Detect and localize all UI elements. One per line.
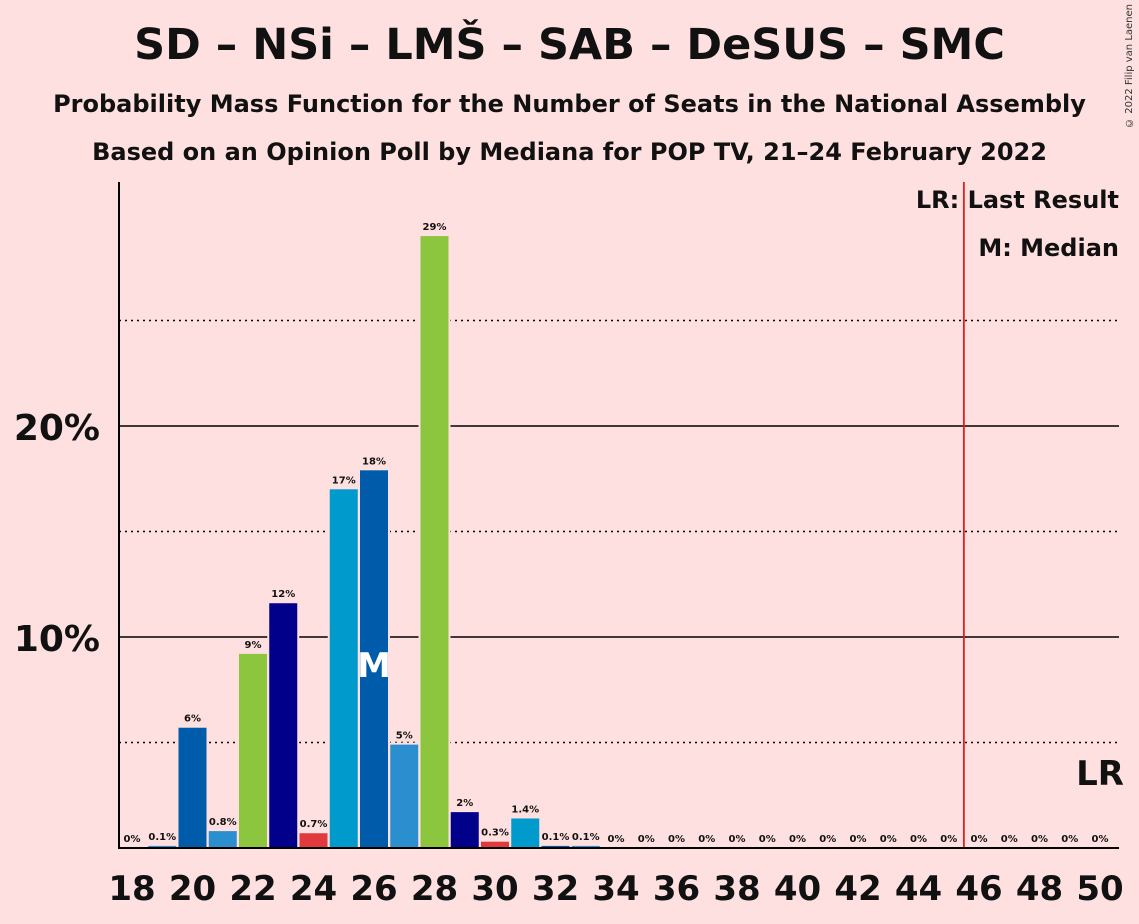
x-tick-label: 18 <box>108 869 155 909</box>
bar-value-label: 2% <box>456 798 473 809</box>
bar-seat-30 <box>481 841 509 848</box>
last-result-marker: LR <box>1076 754 1124 794</box>
median-marker: M <box>357 646 391 686</box>
x-tick-label: 24 <box>290 869 337 909</box>
bar-seat-27 <box>390 744 419 848</box>
bar-value-label: 0% <box>789 834 806 845</box>
x-tick-label: 44 <box>895 869 942 909</box>
bar-value-label: 0.1% <box>572 832 600 843</box>
bar-seat-23 <box>269 603 298 848</box>
bar-value-label: 0.1% <box>148 832 176 843</box>
x-tick-label: 40 <box>774 869 821 909</box>
x-tick-label: 22 <box>229 869 276 909</box>
x-tick-label: 36 <box>653 869 700 909</box>
bar-seat-21 <box>208 831 237 848</box>
x-tick-label: 38 <box>713 869 760 909</box>
bar-value-label: 0% <box>910 834 927 845</box>
bar-value-label: 0.8% <box>209 817 237 828</box>
bar-value-label: 1.4% <box>511 804 539 815</box>
bar-value-label: 0% <box>1092 834 1109 845</box>
bar-seat-20 <box>178 727 207 848</box>
bar-value-label: 12% <box>271 589 295 600</box>
legend-median: M: Median <box>978 234 1119 262</box>
bar-seat-24 <box>299 833 328 848</box>
x-tick-label: 50 <box>1076 869 1123 909</box>
legend-last-result: LR: Last Result <box>915 186 1119 214</box>
bar-seat-19 <box>148 845 177 848</box>
bar-value-label: 0% <box>1001 834 1018 845</box>
bar-value-label: 0% <box>668 834 685 845</box>
bar-value-label: 0% <box>1061 834 1078 845</box>
chart-source: Based on an Opinion Poll by Mediana for … <box>92 138 1047 166</box>
y-tick-label: 10% <box>14 619 100 660</box>
bar-value-label: 17% <box>332 475 356 486</box>
bar-value-label: 0% <box>759 834 776 845</box>
y-tick-label: 20% <box>14 408 100 449</box>
x-tick-label: 26 <box>350 869 397 909</box>
bar-seat-31 <box>511 818 540 848</box>
bar-value-label: 0.1% <box>542 832 570 843</box>
x-tick-label: 48 <box>1016 869 1063 909</box>
bar-value-label: 0% <box>819 834 836 845</box>
bar-value-label: 0.3% <box>481 828 509 839</box>
x-tick-label: 30 <box>471 869 518 909</box>
bar-seat-22 <box>239 653 267 848</box>
chart-subtitle: Probability Mass Function for the Number… <box>53 90 1086 118</box>
x-tick-label: 34 <box>592 869 639 909</box>
bar-seat-25 <box>329 489 358 848</box>
bar-seat-28 <box>420 236 449 849</box>
bar-value-label: 0% <box>971 834 988 845</box>
bar-value-label: 29% <box>423 222 447 233</box>
bar-value-label: 0% <box>608 834 625 845</box>
bar-value-label: 0% <box>940 834 957 845</box>
chart-title: SD – NSi – LMŠ – SAB – DeSUS – SMC <box>134 20 1005 70</box>
bar-value-label: 0.7% <box>300 819 328 830</box>
x-tick-label: 20 <box>169 869 216 909</box>
bar-value-label: 0% <box>698 834 715 845</box>
bar-value-label: 9% <box>245 640 262 651</box>
bar-value-label: 5% <box>396 731 413 742</box>
x-tick-label: 32 <box>532 869 579 909</box>
bar-seat-26 <box>360 470 388 848</box>
bar-value-label: 0% <box>1031 834 1048 845</box>
x-tick-label: 28 <box>411 869 458 909</box>
bar-value-label: 0% <box>729 834 746 845</box>
x-tick-label: 42 <box>834 869 881 909</box>
bar-value-label: 18% <box>362 456 386 467</box>
bar-value-label: 0% <box>850 834 867 845</box>
bar-seat-29 <box>450 812 479 848</box>
x-tick-label: 46 <box>955 869 1002 909</box>
bar-value-label: 0% <box>638 834 655 845</box>
bar-value-label: 0% <box>124 834 141 845</box>
bar-value-label: 6% <box>184 714 201 725</box>
bar-seat-33 <box>571 845 600 848</box>
bar-value-label: 0% <box>880 834 897 845</box>
bar-seat-32 <box>541 845 570 848</box>
